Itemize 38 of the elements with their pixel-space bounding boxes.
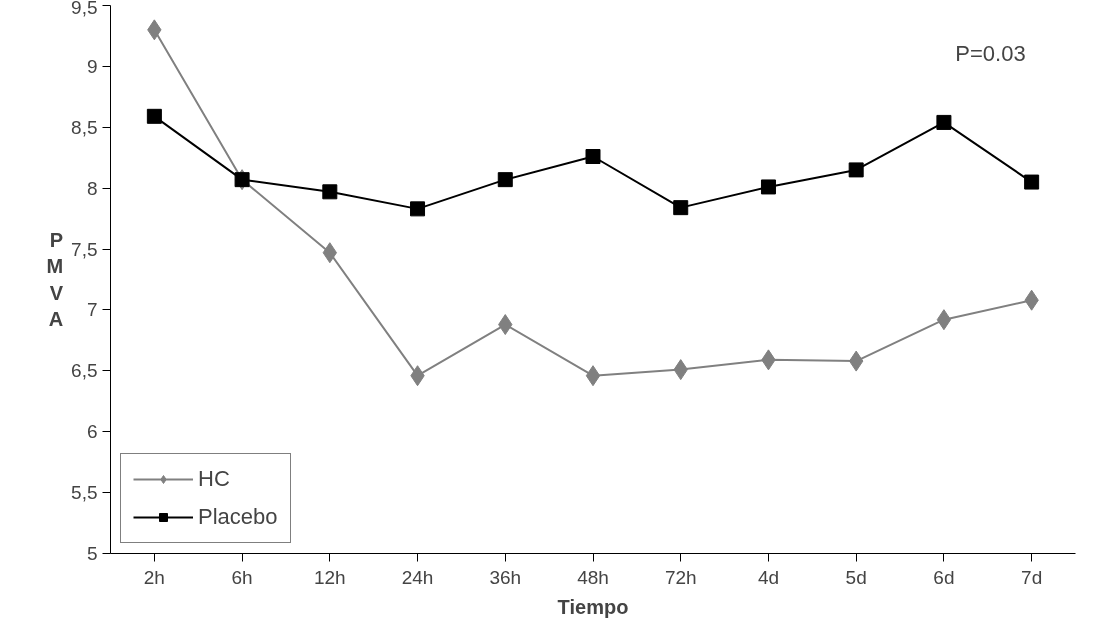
point [936,309,952,331]
y-tick-label: 6 [86,421,98,443]
x-tick-label: 12h [313,566,346,588]
x-tick-label: 7d [1021,566,1043,588]
x-tick-label: 4d [757,566,780,588]
point [760,179,776,195]
x-tick-label: 36h [489,566,522,588]
y-tick-label: 5,5 [71,482,98,504]
x-axis-title: Tiempo [557,595,629,618]
point [146,108,162,124]
point [848,162,864,178]
point [410,201,426,217]
x-tick-label: 6h [231,566,253,588]
y-tick-label: 6,5 [71,360,98,382]
x-tick-label: 48h [577,566,609,588]
x-tick-label: 72h [664,566,697,588]
y-tick-label: 8,5 [71,116,98,138]
legend-label: HC [198,466,230,492]
point [322,184,338,200]
point [673,200,689,216]
x-tick-label: 2h [143,566,165,588]
point [585,149,601,164]
y-tick-label: 7,5 [71,238,98,260]
annotation: P=0.03 [955,41,1026,66]
legend-label: Placebo [198,504,278,530]
y-tick-label: 9,5 [71,0,98,18]
x-tick-label: 5d [845,566,867,588]
point [936,114,952,130]
point [1024,174,1040,190]
point [497,172,513,188]
point [585,365,601,387]
y-tick-label: 5 [86,543,98,564]
y-tick-label: 8 [86,177,98,199]
y-tick-label: 9 [86,55,98,77]
y-axis-title: PMVA [46,228,64,331]
y-tick-label: 7 [86,299,98,321]
x-tick-label: 6d [933,566,955,588]
x-tick-label: 24h [401,566,434,588]
